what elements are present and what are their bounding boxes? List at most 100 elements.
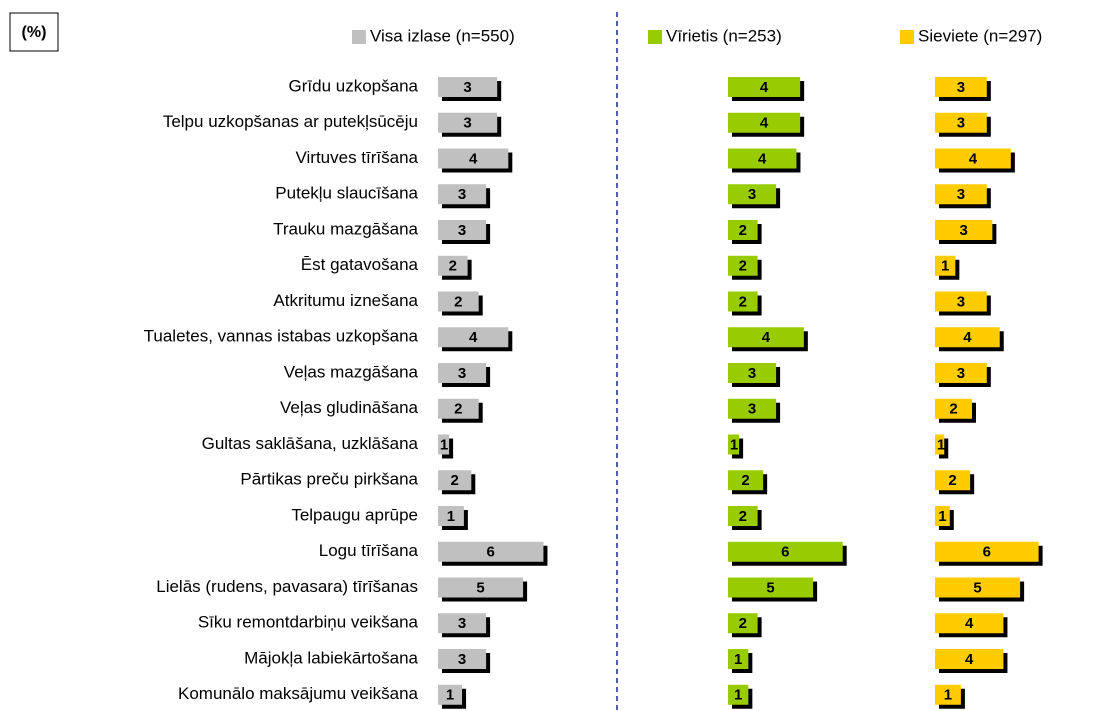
bar — [935, 684, 961, 705]
bar — [438, 327, 509, 348]
bar — [935, 255, 956, 276]
value-label: 5 — [476, 579, 484, 596]
value-label: 2 — [454, 401, 462, 418]
value-label: 3 — [957, 115, 965, 132]
bar — [935, 649, 1004, 669]
category-label: Pārtikas preču pirkšana — [240, 470, 418, 489]
category-label: Lielās (rudens, pavasara) tīrīšanas — [156, 577, 418, 596]
bar — [728, 577, 814, 598]
category-label: Komunālo maksājumu veikšana — [178, 684, 419, 703]
value-label: 2 — [949, 401, 957, 418]
category-label: Trauku mazgāšana — [273, 219, 418, 238]
bar — [728, 291, 758, 312]
title-box — [9, 12, 59, 52]
value-label: 4 — [760, 79, 769, 96]
bar — [935, 470, 971, 491]
bar — [728, 649, 749, 669]
bar — [728, 684, 749, 705]
bar — [438, 291, 479, 312]
bar — [728, 541, 843, 562]
value-label: 2 — [454, 293, 462, 310]
value-label: 1 — [440, 436, 448, 453]
legend-swatch — [900, 30, 914, 44]
bar — [728, 220, 758, 240]
category-label: Tualetes, vannas istabas uzkopšana — [144, 327, 419, 346]
value-label: 3 — [748, 365, 756, 382]
value-label: 3 — [458, 222, 466, 239]
value-label: 3 — [458, 615, 466, 632]
value-label: 1 — [937, 436, 945, 453]
bar — [935, 77, 987, 97]
bar — [935, 184, 987, 205]
bar — [728, 112, 801, 133]
category-label: Logu tīrīšana — [319, 541, 419, 560]
value-label: 3 — [957, 293, 965, 310]
bar — [728, 184, 777, 205]
category-label: Putekļu slaucīšana — [275, 184, 418, 203]
bar — [438, 684, 463, 705]
category-label: Veļas mazgāšana — [284, 362, 419, 381]
legend-swatch — [648, 30, 662, 44]
bar — [935, 577, 1021, 598]
bar — [935, 148, 1011, 169]
value-label: 5 — [766, 579, 774, 596]
bar — [935, 220, 993, 240]
bar — [438, 184, 487, 205]
value-label: 1 — [938, 508, 946, 525]
value-label: 4 — [969, 150, 978, 167]
bar — [935, 398, 972, 419]
value-label: 2 — [449, 258, 457, 275]
value-label: 2 — [739, 508, 747, 525]
value-label: 1 — [944, 687, 952, 704]
value-label: 3 — [458, 365, 466, 382]
value-label: 1 — [447, 508, 455, 525]
bar — [935, 434, 945, 455]
bar — [438, 649, 487, 669]
value-label: 4 — [758, 150, 767, 167]
bar — [728, 327, 804, 348]
value-label: 6 — [983, 544, 991, 561]
value-label: 1 — [446, 687, 454, 704]
value-label: 4 — [963, 329, 972, 346]
category-label: Telpu uzkopšanas ar putekļsūcēju — [163, 112, 418, 131]
category-label: Virtuves tīrīšana — [295, 148, 418, 167]
value-label: 3 — [748, 401, 756, 418]
category-label: Ēst gatavošana — [301, 255, 419, 274]
bar — [935, 112, 987, 133]
value-label: 3 — [458, 651, 466, 668]
value-label: 5 — [973, 579, 981, 596]
bar — [728, 148, 797, 169]
value-label: 1 — [730, 436, 738, 453]
bar — [935, 363, 987, 383]
value-label: 4 — [469, 150, 478, 167]
value-label: 4 — [762, 329, 771, 346]
bar — [438, 148, 509, 169]
value-label: 3 — [458, 186, 466, 203]
value-label: 3 — [957, 365, 965, 382]
bar — [728, 363, 777, 383]
value-label: 4 — [760, 115, 769, 132]
bar — [728, 434, 740, 455]
value-label: 3 — [957, 186, 965, 203]
bar — [438, 220, 487, 240]
bar — [935, 541, 1039, 562]
value-label: 4 — [965, 615, 974, 632]
bar — [438, 541, 544, 562]
bar — [438, 77, 498, 97]
bar — [438, 255, 468, 276]
bar — [935, 506, 950, 526]
bar — [728, 255, 758, 276]
legend-label: Vīrietis (n=253) — [666, 26, 782, 45]
value-label: 4 — [469, 329, 478, 346]
value-label: 2 — [739, 615, 747, 632]
value-label: 6 — [487, 544, 495, 561]
bar — [728, 77, 801, 97]
value-label: 2 — [948, 472, 956, 489]
value-label: 4 — [965, 651, 974, 668]
bar — [728, 506, 758, 526]
legend-swatch — [352, 30, 366, 44]
value-label: 3 — [957, 79, 965, 96]
category-label: Sīku remontdarbiņu veikšana — [198, 613, 419, 632]
bar — [438, 506, 464, 526]
